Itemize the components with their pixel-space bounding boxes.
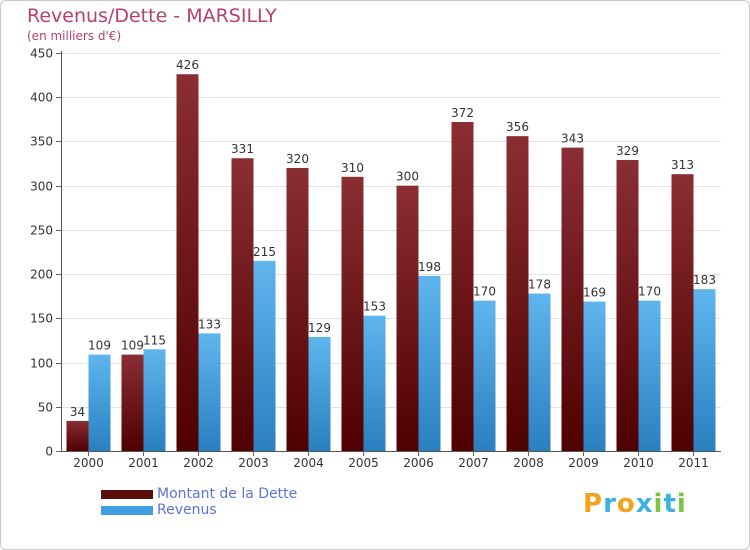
bar-revenue (473, 300, 496, 451)
data-label-debt: 320 (286, 152, 309, 166)
axes: 0 50 100 150 200 250 300 350 400 450 2000 2001 2002 2… (30, 47, 721, 470)
data-label-revenue: 170 (638, 285, 661, 299)
data-label-debt: 34 (70, 405, 85, 419)
data-label-debt: 356 (506, 120, 529, 134)
data-label-revenue: 198 (418, 260, 441, 274)
bar-revenue (693, 289, 716, 451)
bar-revenue (528, 293, 551, 451)
data-label-revenue: 109 (88, 339, 111, 353)
bar-revenue (308, 336, 331, 451)
data-label-debt: 313 (671, 158, 694, 172)
bar-debt (341, 176, 364, 452)
data-label-revenue: 215 (253, 245, 276, 259)
x-tick-label: 2000 (73, 456, 104, 470)
logo-letter: t (663, 489, 677, 519)
data-label-revenue: 133 (198, 317, 221, 331)
logo-letter: x (635, 489, 654, 519)
y-tick-label: 0 (45, 445, 53, 459)
legend-swatch-revenue (101, 505, 153, 515)
y-tick-label: 400 (30, 91, 53, 105)
data-label-debt: 426 (176, 58, 199, 72)
bar-debt (396, 185, 419, 451)
legend: Montant de la Dette Revenus (101, 486, 297, 518)
data-label-revenue: 170 (473, 285, 496, 299)
bar-debt (176, 74, 199, 451)
bar-debt (286, 167, 309, 451)
x-tick-label: 2011 (678, 456, 709, 470)
bar-debt (616, 160, 639, 452)
y-tick-label: 300 (30, 180, 53, 194)
logo-letter: o (616, 489, 636, 519)
bar-revenue (363, 315, 386, 451)
chart-subtitle: (en milliers d'€) (27, 29, 122, 43)
bar-revenue (198, 333, 221, 451)
data-label-revenue: 153 (363, 300, 386, 314)
bar-revenue (143, 349, 166, 451)
x-tick-label: 2005 (348, 456, 379, 470)
data-label-revenue: 169 (583, 286, 606, 300)
x-tick-label: 2002 (183, 456, 214, 470)
data-label-debt: 109 (121, 339, 144, 353)
data-label-debt: 343 (561, 132, 584, 146)
bar-debt (66, 420, 89, 451)
bar-revenue (583, 301, 606, 451)
logo-letter: r (603, 489, 617, 519)
bar-revenue (638, 300, 661, 451)
legend-swatch-debt (101, 489, 153, 499)
y-tick-label: 350 (30, 135, 53, 149)
bars (66, 74, 716, 452)
logo-letter: i (653, 489, 664, 519)
y-tick-label: 150 (30, 312, 53, 326)
x-tick-label: 2010 (623, 456, 654, 470)
bar-debt (451, 121, 474, 451)
y-tick-label: 250 (30, 224, 53, 238)
x-tick-label: 2008 (513, 456, 544, 470)
bar-debt (506, 136, 529, 452)
legend-label-revenue: Revenus (157, 502, 217, 518)
data-label-revenue: 129 (308, 321, 331, 335)
data-label-debt: 310 (341, 161, 364, 175)
legend-item-revenue: Revenus (101, 502, 297, 518)
bar-debt (231, 158, 254, 451)
data-label-revenue: 178 (528, 278, 551, 292)
x-tick-label: 2009 (568, 456, 599, 470)
bar-debt (561, 147, 584, 451)
y-tick-label: 100 (30, 357, 53, 371)
data-label-debt: 331 (231, 142, 254, 156)
y-tick-label: 450 (30, 47, 53, 61)
proxiti-logo: Proxiti (583, 489, 687, 519)
bar-debt (671, 174, 694, 451)
y-tick-label: 50 (38, 401, 53, 415)
data-label-revenue: 183 (693, 273, 716, 287)
data-label-revenue: 115 (143, 333, 166, 347)
logo-letter: P (583, 489, 604, 519)
x-tick-label: 2003 (238, 456, 269, 470)
x-tick-label: 2006 (403, 456, 434, 470)
x-tick-label: 2004 (293, 456, 324, 470)
gridlines (61, 53, 721, 452)
data-label-debt: 300 (396, 170, 419, 184)
x-tick-label: 2001 (128, 456, 159, 470)
logo-letter: i (676, 489, 687, 519)
chart-title: Revenus/Dette - MARSILLY (27, 5, 277, 27)
data-label-debt: 329 (616, 144, 639, 158)
bar-revenue (418, 275, 441, 451)
bar-revenue (253, 260, 276, 451)
bar-revenue (88, 354, 111, 451)
data-label-debt: 372 (451, 106, 474, 120)
x-tick-label: 2007 (458, 456, 489, 470)
bar-debt (121, 354, 144, 451)
y-tick-label: 200 (30, 268, 53, 282)
legend-item-debt: Montant de la Dette (101, 486, 297, 502)
legend-label-debt: Montant de la Dette (157, 486, 298, 502)
